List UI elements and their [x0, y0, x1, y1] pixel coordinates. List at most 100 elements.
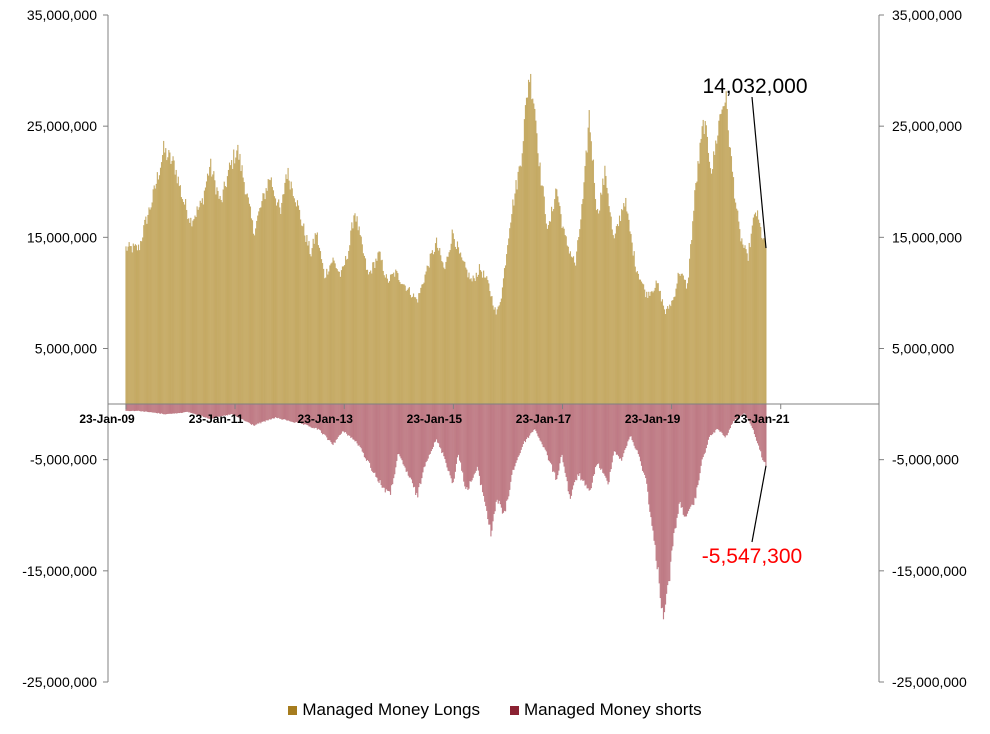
bar-longs: [507, 245, 509, 405]
bar-longs: [440, 255, 442, 405]
bar-longs: [467, 277, 469, 405]
bar-longs: [363, 255, 366, 405]
bar-longs: [692, 221, 694, 405]
bar-longs: [728, 146, 730, 405]
bar-shorts: [166, 403, 168, 415]
bar-longs: [707, 152, 710, 405]
bar-shorts: [580, 403, 582, 481]
bar-longs: [371, 273, 373, 405]
bar-longs: [444, 269, 446, 405]
bar-shorts: [380, 403, 382, 486]
bar-longs: [651, 290, 653, 405]
bar-longs: [765, 247, 767, 405]
bar-shorts: [171, 403, 173, 414]
bar-shorts: [705, 403, 707, 449]
bar-longs: [199, 200, 201, 405]
bar-longs: [151, 202, 153, 405]
bar-longs: [667, 306, 669, 405]
left-y-tick-label: 15,000,000: [27, 229, 97, 245]
bar-longs: [381, 259, 383, 405]
bar-longs: [200, 202, 202, 405]
bar-longs: [256, 220, 258, 405]
bar-shorts: [150, 403, 152, 413]
bar-shorts: [244, 403, 246, 422]
bar-longs: [164, 152, 166, 405]
bar-shorts: [693, 403, 695, 506]
bar-shorts: [587, 403, 589, 489]
bar-longs: [144, 219, 146, 405]
bar-longs: [718, 120, 720, 405]
bar-shorts: [294, 403, 297, 423]
bar-longs: [664, 314, 667, 405]
bar-longs: [323, 268, 325, 405]
bar-shorts: [573, 403, 576, 483]
bar-longs: [329, 265, 331, 405]
bar-longs: [204, 187, 207, 405]
bar-longs: [213, 171, 215, 405]
bar-shorts: [636, 403, 638, 451]
bar-shorts: [133, 403, 135, 412]
bar-longs: [269, 180, 271, 405]
bar-longs: [188, 218, 190, 405]
bar-shorts: [155, 403, 157, 414]
bar-longs: [161, 154, 164, 405]
bar-shorts: [494, 403, 496, 512]
bar-longs: [530, 73, 532, 405]
bar-shorts: [293, 403, 295, 423]
bar-longs: [243, 182, 245, 405]
bar-longs: [392, 273, 394, 405]
bar-shorts: [363, 403, 366, 458]
bar-shorts: [467, 403, 469, 491]
bar-longs: [702, 119, 704, 405]
bar-longs: [763, 238, 765, 405]
bar-longs: [457, 247, 460, 405]
bar-shorts: [274, 403, 277, 418]
bar-longs: [589, 132, 591, 405]
bar-longs: [477, 274, 479, 405]
bar-longs: [289, 189, 291, 405]
bar-shorts: [668, 403, 670, 582]
bar-longs: [429, 253, 431, 405]
bar-longs: [760, 226, 762, 405]
bar-shorts: [601, 403, 603, 469]
bar-longs: [472, 275, 474, 405]
bar-shorts: [464, 403, 466, 487]
bar-longs: [279, 207, 281, 405]
bar-shorts: [700, 403, 702, 466]
bar-shorts: [393, 403, 395, 479]
bar-shorts: [399, 403, 401, 457]
bar-shorts: [481, 403, 484, 493]
bar-shorts: [381, 403, 383, 488]
bar-longs: [433, 251, 436, 405]
bar-longs: [170, 163, 172, 405]
bar-longs: [422, 284, 424, 405]
bar-shorts: [357, 403, 359, 446]
bar-shorts: [466, 403, 468, 488]
bar-shorts: [272, 403, 275, 419]
bar-longs: [138, 250, 141, 405]
bar-longs: [636, 271, 638, 405]
bar-longs: [722, 106, 724, 405]
bar-longs: [254, 235, 256, 405]
bar-longs: [563, 228, 565, 405]
bar-longs: [338, 271, 340, 405]
bar-shorts: [180, 403, 183, 414]
bar-longs: [566, 245, 568, 405]
bar-longs: [628, 219, 630, 405]
bar-longs: [706, 136, 708, 405]
bar-longs: [195, 216, 197, 405]
bar-shorts: [160, 403, 163, 414]
bar-longs: [645, 297, 647, 405]
bar-shorts: [727, 403, 729, 433]
bar-longs: [384, 277, 386, 405]
bar-longs: [741, 238, 743, 405]
x-tick-label: 23-Jan-15: [407, 412, 463, 426]
bar-shorts: [132, 403, 134, 411]
bar-longs: [520, 166, 522, 405]
bar-longs: [749, 247, 751, 405]
bar-shorts: [255, 403, 257, 425]
bar-shorts: [602, 403, 604, 473]
bar-longs: [478, 264, 481, 405]
bar-longs: [244, 194, 246, 405]
bar-longs: [267, 179, 269, 405]
